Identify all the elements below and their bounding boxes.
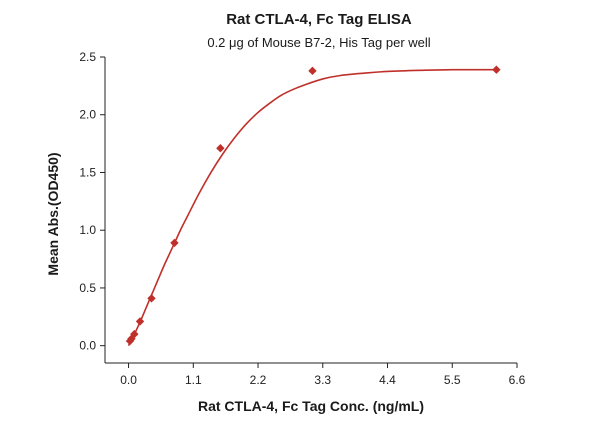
x-tick-label: 3.3 xyxy=(314,373,331,387)
x-tick-label: 4.4 xyxy=(379,373,396,387)
data-point xyxy=(147,294,156,303)
data-point xyxy=(308,66,317,76)
data-point xyxy=(130,329,139,339)
x-tick-label: 0.0 xyxy=(120,373,137,387)
y-tick-label: 2.0 xyxy=(79,108,96,122)
x-axis-ticks: 0.0 1.1 2.2 3.3 4.4 5.5 6.6 xyxy=(120,363,526,387)
chart-subtitle: 0.2 μg of Mouse B7-2, His Tag per well xyxy=(207,35,430,50)
y-tick-label: 1.0 xyxy=(79,223,96,237)
data-point xyxy=(170,238,179,248)
y-tick-label: 0.0 xyxy=(79,339,96,353)
fit-curve xyxy=(127,68,497,347)
y-axis-label: Mean Abs.(OD450) xyxy=(45,152,61,275)
x-axis-label: Rat CTLA-4, Fc Tag Conc. (ng/mL) xyxy=(198,398,424,414)
y-tick-label: 1.5 xyxy=(79,165,96,179)
x-tick-label: 5.5 xyxy=(444,373,461,387)
y-tick-label: 2.5 xyxy=(79,50,96,64)
x-tick-label: 6.6 xyxy=(509,373,526,387)
data-points xyxy=(125,65,501,346)
data-point xyxy=(492,65,501,74)
data-point xyxy=(216,144,225,153)
data-point xyxy=(135,317,145,326)
x-tick-label: 1.1 xyxy=(185,373,202,387)
y-tick-label: 0.5 xyxy=(79,281,96,295)
x-tick-label: 2.2 xyxy=(250,373,267,387)
y-axis-ticks: 0.0 0.5 1.0 1.5 2.0 2.5 xyxy=(79,50,105,353)
chart-title: Rat CTLA-4, Fc Tag ELISA xyxy=(226,11,412,28)
